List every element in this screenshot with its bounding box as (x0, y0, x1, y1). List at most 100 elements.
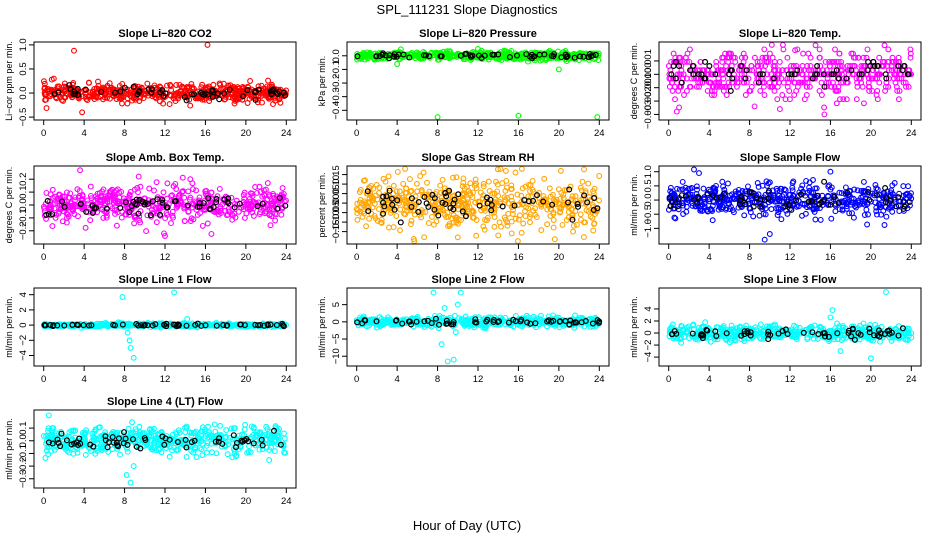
data-point (739, 55, 744, 60)
outlier-point (439, 342, 444, 347)
data-points (667, 43, 914, 117)
data-point (817, 47, 822, 52)
data-point (833, 47, 838, 52)
data-point (394, 214, 399, 219)
x-tick-label: 24 (906, 252, 917, 263)
data-point (280, 186, 285, 191)
outlier-point (769, 43, 774, 48)
x-tick-label: 12 (785, 128, 796, 139)
data-point (521, 221, 526, 226)
y-tick-label: 0.5 (18, 62, 29, 75)
x-tick-label: 12 (785, 252, 796, 263)
data-points (42, 290, 289, 360)
data-point (906, 184, 911, 189)
x-tick-label: 20 (554, 128, 565, 139)
data-point (582, 167, 587, 172)
data-point (801, 51, 806, 56)
data-point (468, 181, 473, 186)
y-tick-label: 2 (18, 307, 29, 312)
y-axis-label: percent per min. (317, 172, 327, 237)
data-point (180, 175, 185, 180)
outlier-point (431, 290, 436, 295)
data-point (243, 216, 248, 221)
outlier-point (72, 48, 77, 53)
outlier-point (697, 171, 702, 176)
outlier-point (185, 317, 190, 322)
outlier-point (80, 110, 85, 115)
data-point (451, 175, 456, 180)
outlier-point (395, 62, 400, 67)
data-point (792, 93, 797, 98)
data-point (391, 183, 396, 188)
y-axis: −10−505 (331, 302, 347, 364)
x-tick-label: 8 (435, 252, 440, 263)
y-tick-label: 4 (18, 292, 29, 297)
data-point (499, 224, 504, 229)
outlier-point (496, 233, 501, 238)
data-point (865, 47, 870, 52)
x-tick-label: 12 (473, 374, 484, 385)
data-point (513, 170, 518, 175)
data-points (42, 168, 289, 239)
x-tick-label: 20 (554, 374, 565, 385)
data-point (408, 177, 413, 182)
y-axis-label: kPa per min. (317, 56, 327, 107)
data-point (415, 189, 420, 194)
data-point (818, 218, 823, 223)
data-point (758, 89, 763, 94)
data-point (377, 207, 382, 212)
data-point (597, 198, 602, 203)
data-point (572, 223, 577, 228)
y-tick-label: −10 (331, 348, 342, 364)
outlier-point (120, 295, 125, 300)
y-axis: −0.15−0.10−0.050.000.050.100.15 (331, 165, 347, 243)
data-point (597, 174, 602, 179)
data-point (582, 235, 587, 240)
y-tick-label: 0.0 (331, 49, 342, 62)
x-tick-label: 16 (513, 128, 524, 139)
outlier-point (559, 168, 564, 173)
data-point (813, 43, 818, 48)
x-tick-label: 4 (706, 128, 711, 139)
data-point (425, 180, 430, 185)
data-point (266, 78, 271, 83)
data-point (426, 221, 431, 226)
outlier-point (451, 357, 456, 362)
data-point (440, 177, 445, 182)
data-point (806, 51, 811, 56)
outlier-point (767, 232, 772, 237)
data-point (817, 89, 822, 94)
y-tick-label: 0.0 (18, 198, 29, 211)
x-tick-label: 24 (906, 128, 917, 139)
x-tick-label: 16 (200, 128, 211, 139)
x-tick-label: 8 (122, 128, 127, 139)
data-point (862, 180, 867, 185)
data-point (591, 228, 596, 233)
x-tick-label: 0 (41, 252, 46, 263)
data-point (367, 216, 372, 221)
data-point (573, 313, 578, 318)
data-point (768, 51, 773, 56)
data-point (886, 47, 891, 52)
y-tick-label: 0.2 (18, 173, 29, 186)
data-point (409, 218, 414, 223)
outlier-point (128, 346, 133, 351)
data-points (354, 290, 601, 364)
data-point (403, 167, 408, 172)
outlier-point (778, 107, 783, 112)
data-points (42, 43, 289, 115)
data-point (844, 185, 849, 190)
outlier-point (131, 355, 136, 360)
data-point (726, 181, 731, 186)
data-point (265, 181, 270, 186)
data-point (757, 213, 762, 218)
y-axis-label: ml/min per min. (629, 174, 639, 236)
data-point (864, 207, 869, 212)
outlier-point (435, 115, 440, 120)
